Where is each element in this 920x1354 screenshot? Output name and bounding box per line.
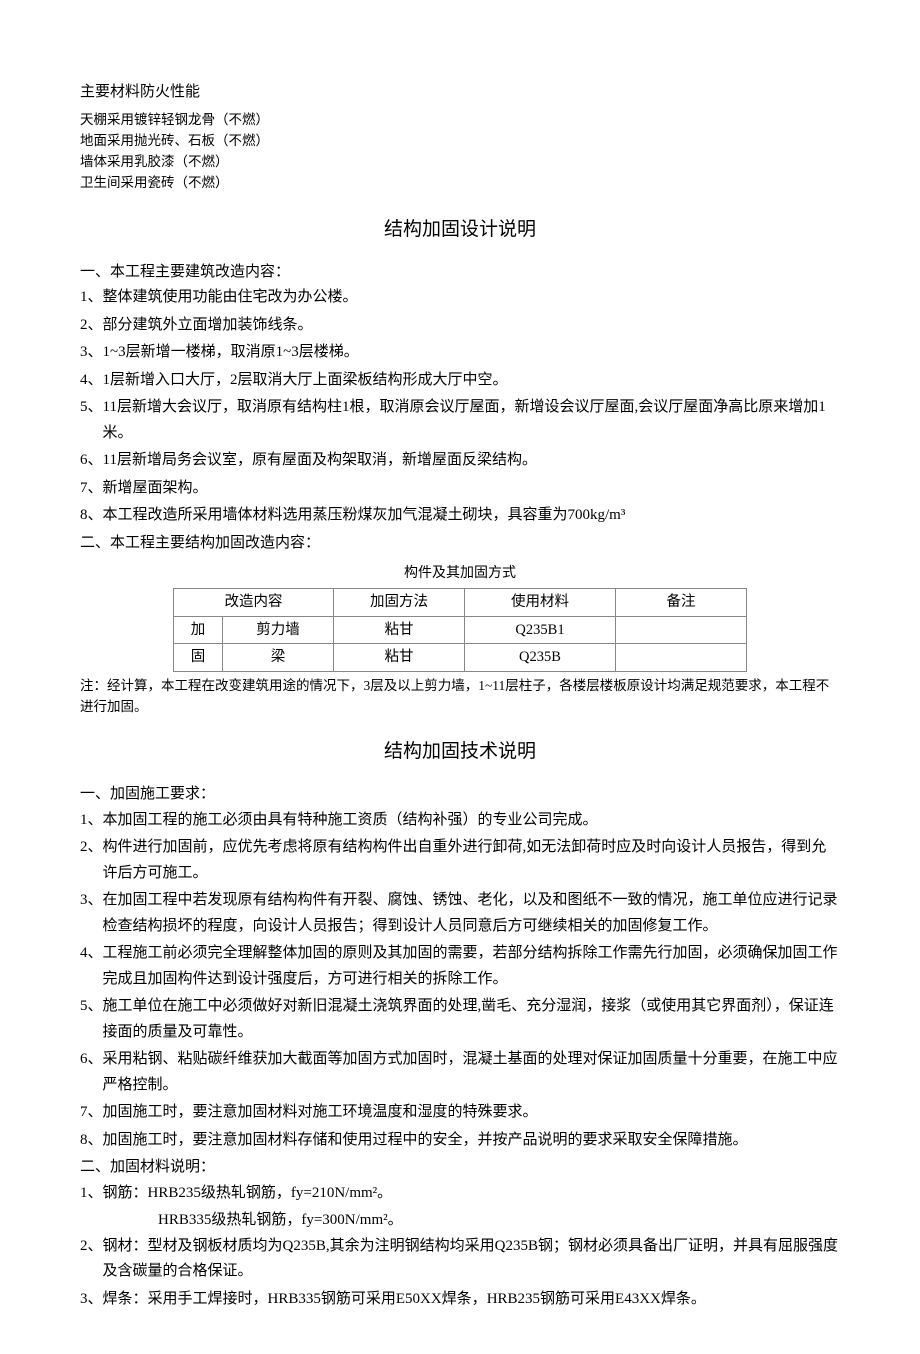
list-text: 新增屋面架构。: [103, 476, 840, 502]
list-num: 4、: [80, 368, 103, 394]
tech-s1-list: 1、本加固工程的施工必须由具有特种施工资质（结构补强）的专业公司完成。 2、构件…: [80, 808, 840, 1154]
list-num: 7、: [80, 476, 103, 502]
list-num: 2、: [80, 835, 103, 886]
td: [616, 616, 747, 644]
td: 固: [174, 644, 223, 672]
table-row: 固 梁 粘甘 Q235B: [174, 644, 747, 672]
fire-item: 墙体采用乳胶漆（不燃）: [80, 152, 840, 172]
list-text: 施工单位在施工中必须做好对新旧混凝土浇筑界面的处理,凿毛、充分湿润，接浆（或使用…: [103, 994, 840, 1045]
th: 加固方法: [334, 589, 465, 617]
design-s1-heading: 一、本工程主要建筑改造内容：: [80, 260, 840, 286]
fire-material-list: 天棚采用镀锌轻钢龙骨（不燃） 地面采用抛光砖、石板（不燃） 墙体采用乳胶漆（不燃…: [80, 110, 840, 194]
td: 剪力墙: [223, 616, 334, 644]
design-s2-heading: 二、本工程主要结构加固改造内容：: [80, 531, 840, 557]
list-text: 1~3层新增一楼梯，取消原1~3层楼梯。: [103, 340, 840, 366]
table-header-row: 改造内容 加固方法 使用材料 备注: [174, 589, 747, 617]
list-text: 本工程改造所采用墙体材料选用蒸压粉煤灰加气混凝土砌块，具容重为700kg/m³: [103, 503, 840, 529]
list-text: 加固施工时，要注意加固材料存储和使用过程中的安全，并按产品说明的要求采取安全保障…: [103, 1128, 840, 1154]
list-text: 本加固工程的施工必须由具有特种施工资质（结构补强）的专业公司完成。: [103, 808, 840, 834]
list-text: 钢筋：HRB235级热轧钢筋，fy=210N/mm²。: [103, 1181, 840, 1207]
list-text: 采用粘钢、粘贴碳纤维获加大截面等加固方式加固时，混凝土基面的处理对保证加固质量十…: [103, 1047, 840, 1098]
list-text: 工程施工前必须完全理解整体加固的原则及其加固的需要，若部分结构拆除工作需先行加固…: [103, 941, 840, 992]
reinforcement-table: 改造内容 加固方法 使用材料 备注 加 剪力墙 粘甘 Q235B1 固 梁 粘甘…: [173, 588, 747, 672]
list-text: 在加固工程中若发现原有结构构件有开裂、腐蚀、锈蚀、老化，以及和图纸不一致的情况，…: [103, 888, 840, 939]
design-s1-list: 1、整体建筑使用功能由住宅改为办公楼。 2、部分建筑外立面增加装饰线条。 3、1…: [80, 285, 840, 529]
td: 粘甘: [334, 644, 465, 672]
tech-s2-list: 1、钢筋：HRB235级热轧钢筋，fy=210N/mm²。 HRB335级热轧钢…: [80, 1181, 840, 1313]
list-num: 2、: [80, 1234, 103, 1285]
list-num: 6、: [80, 1047, 103, 1098]
fire-heading: 主要材料防火性能: [80, 80, 840, 106]
list-text: 11层新增局务会议室，原有屋面及构架取消，新增屋面反梁结构。: [103, 448, 840, 474]
table-row: 加 剪力墙 粘甘 Q235B1: [174, 616, 747, 644]
th: 备注: [616, 589, 747, 617]
list-num: 3、: [80, 340, 103, 366]
list-num: 4、: [80, 941, 103, 992]
list-text: 整体建筑使用功能由住宅改为办公楼。: [103, 285, 840, 311]
list-text: 钢材：型材及钢板材质均为Q235B,其余为注明钢结构均采用Q235B钢；钢材必须…: [103, 1234, 840, 1285]
tech-s1-heading: 一、加固施工要求：: [80, 782, 840, 808]
design-title: 结构加固设计说明: [80, 214, 840, 246]
list-num: 2、: [80, 313, 103, 339]
td: Q235B: [465, 644, 616, 672]
td: Q235B1: [465, 616, 616, 644]
list-text: 构件进行加固前，应优先考虑将原有结构构件出自重外进行卸荷,如无法卸荷时应及时向设…: [103, 835, 840, 886]
list-num: 5、: [80, 994, 103, 1045]
list-num: 8、: [80, 1128, 103, 1154]
td: [616, 644, 747, 672]
list-sub: HRB335级热轧钢筋，fy=300N/mm²。: [80, 1208, 840, 1234]
list-text: 加固施工时，要注意加固材料对施工环境温度和湿度的特殊要求。: [103, 1100, 840, 1126]
tech-title: 结构加固技术说明: [80, 736, 840, 768]
list-num: 7、: [80, 1100, 103, 1126]
tech-s2-heading: 二、加固材料说明：: [80, 1155, 840, 1181]
list-num: 1、: [80, 1181, 103, 1207]
fire-item: 卫生间采用瓷砖（不燃）: [80, 173, 840, 193]
list-num: 5、: [80, 395, 103, 446]
list-num: 1、: [80, 285, 103, 311]
td: 加: [174, 616, 223, 644]
list-num: 3、: [80, 1287, 103, 1313]
th: 使用材料: [465, 589, 616, 617]
fire-item: 天棚采用镀锌轻钢龙骨（不燃）: [80, 110, 840, 130]
th: 改造内容: [174, 589, 334, 617]
list-text: 焊条：采用手工焊接时，HRB335钢筋可采用E50XX焊条，HRB235钢筋可采…: [103, 1287, 840, 1313]
fire-item: 地面采用抛光砖、石板（不燃）: [80, 131, 840, 151]
list-num: 6、: [80, 448, 103, 474]
td: 粘甘: [334, 616, 465, 644]
list-num: 8、: [80, 503, 103, 529]
list-num: 3、: [80, 888, 103, 939]
list-text: 1层新增入口大厅，2层取消大厅上面梁板结构形成大厅中空。: [103, 368, 840, 394]
table-title: 构件及其加固方式: [80, 562, 840, 586]
table-note: 注：经计算，本工程在改变建筑用途的情况下，3层及以上剪力墙，1~11层柱子，各楼…: [80, 676, 840, 718]
list-text: 部分建筑外立面增加装饰线条。: [103, 313, 840, 339]
td: 梁: [223, 644, 334, 672]
list-num: 1、: [80, 808, 103, 834]
list-text: 11层新增大会议厅，取消原有结构柱1根，取消原会议厅屋面，新增设会议厅屋面,会议…: [103, 395, 840, 446]
